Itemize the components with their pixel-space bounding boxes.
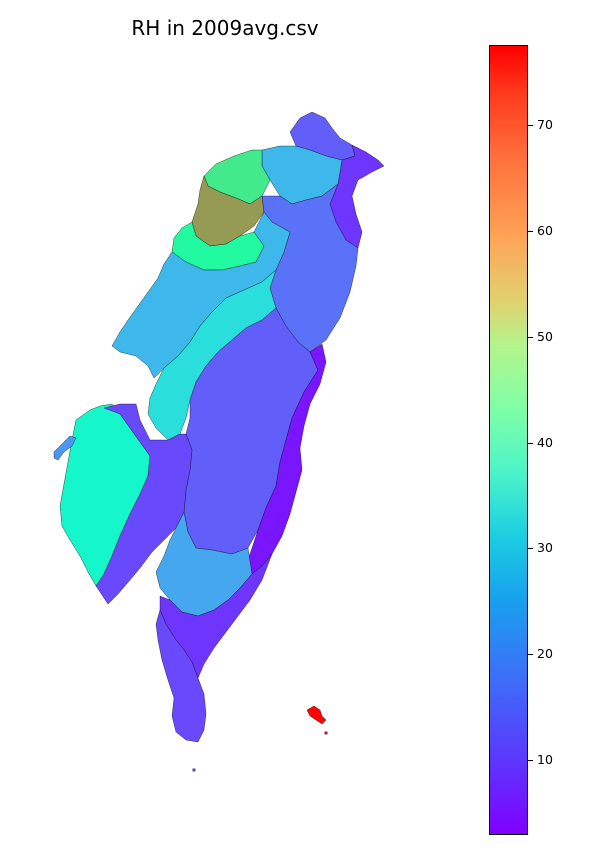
region-southern-tip	[155, 609, 207, 743]
colorbar-tick-mark	[528, 336, 533, 338]
islet-green-island-small	[324, 731, 328, 735]
colorbar-tick-label: 40	[537, 434, 553, 450]
colorbar-tick-label: 10	[537, 751, 553, 767]
colorbar-tick-mark	[528, 548, 533, 550]
regions-layer	[53, 111, 385, 772]
colorbar-tick-mark	[528, 125, 533, 127]
islet-south	[192, 768, 196, 772]
colorbar-tick-label: 20	[537, 646, 553, 662]
colorbar-tick-mark	[528, 442, 533, 444]
colorbar: 10 20 30 40 50 60 70	[489, 45, 553, 835]
region-taoyuan-hsinchu-hotspot	[191, 175, 265, 247]
colorbar-tick-label: 70	[537, 117, 553, 133]
colorbar-tick-label: 60	[537, 223, 553, 239]
colorbar-gradient	[489, 45, 528, 835]
colorbar-tick-label: 50	[537, 328, 553, 344]
region-green-island	[306, 705, 327, 725]
choropleth-map	[53, 111, 385, 772]
map-title: RH in 2009avg.csv	[131, 16, 319, 40]
colorbar-tick-mark	[528, 231, 533, 233]
colorbar-tick-mark	[528, 759, 533, 761]
region-southwest-inland	[95, 403, 193, 605]
colorbar-tick-mark	[528, 654, 533, 656]
region-penghu	[53, 435, 77, 461]
colorbar-tick-label: 30	[537, 540, 553, 556]
